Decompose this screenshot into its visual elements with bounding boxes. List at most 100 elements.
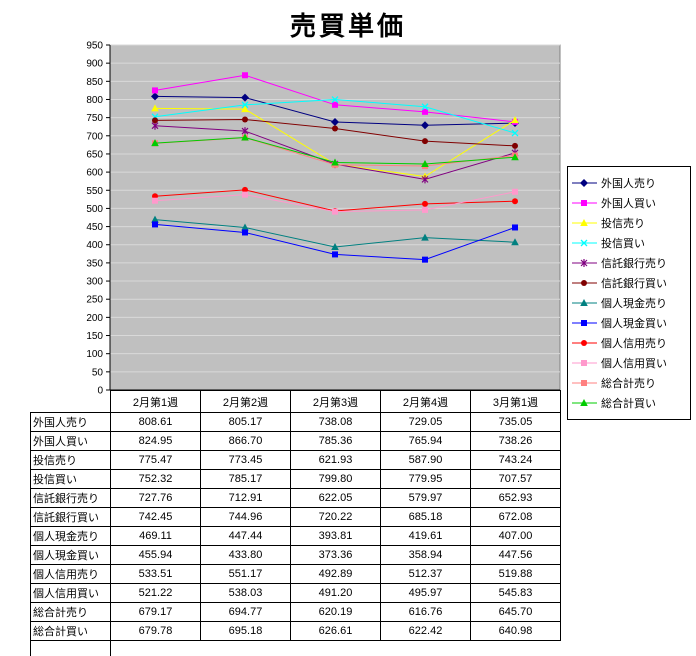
value-cell[interactable]: 735.05 bbox=[470, 412, 561, 432]
row-label[interactable]: 外国人売り bbox=[30, 412, 111, 432]
row-label[interactable]: 個人信用買い bbox=[30, 583, 111, 603]
row-label[interactable]: 個人現金買い bbox=[30, 545, 111, 565]
y-axis-tick-label: 800 bbox=[86, 95, 103, 106]
value-cell[interactable]: 742.45 bbox=[110, 507, 201, 527]
value-cell[interactable]: 779.95 bbox=[380, 469, 471, 489]
row-label[interactable]: 個人信用売り bbox=[30, 564, 111, 584]
row-label[interactable]: 投信売り bbox=[30, 450, 111, 470]
value-cell[interactable]: 621.93 bbox=[290, 450, 381, 470]
value-cell[interactable]: 720.22 bbox=[290, 507, 381, 527]
row-label[interactable]: 外国人買い bbox=[30, 431, 111, 451]
chart-legend[interactable]: 外国人売り 外国人買い 投信売り 投信買い 信託銀行売り 信託銀行買い 個人現金売り 個人現金… bbox=[567, 166, 691, 420]
value-cell[interactable]: 785.17 bbox=[200, 469, 291, 489]
value-cell[interactable]: 620.19 bbox=[290, 602, 381, 622]
value-cell[interactable]: 679.17 bbox=[110, 602, 201, 622]
value-cell[interactable]: 512.37 bbox=[380, 564, 471, 584]
legend-item: 総合計売り bbox=[571, 373, 687, 393]
row-label[interactable]: 個人現金売り bbox=[30, 526, 111, 546]
value-cell[interactable]: 773.45 bbox=[200, 450, 291, 470]
value-cell[interactable]: 491.20 bbox=[290, 583, 381, 603]
value-cell[interactable]: 521.22 bbox=[110, 583, 201, 603]
blank-filler bbox=[291, 641, 381, 656]
value-cell[interactable]: 455.94 bbox=[110, 545, 201, 565]
legend-item: 信託銀行売り bbox=[571, 253, 687, 273]
value-cell[interactable]: 393.81 bbox=[290, 526, 381, 546]
row-label[interactable]: 総合計買い bbox=[30, 621, 111, 641]
value-cell[interactable]: 765.94 bbox=[380, 431, 471, 451]
value-cell[interactable]: 358.94 bbox=[380, 545, 471, 565]
row-label[interactable]: 投信買い bbox=[30, 469, 111, 489]
column-header[interactable]: 2月第3週 bbox=[290, 390, 381, 413]
value-cell[interactable]: 775.47 bbox=[110, 450, 201, 470]
value-cell[interactable]: 419.61 bbox=[380, 526, 471, 546]
row-label[interactable]: 信託銀行買い bbox=[30, 507, 111, 527]
value-cell[interactable]: 579.97 bbox=[380, 488, 471, 508]
value-cell[interactable]: 738.26 bbox=[470, 431, 561, 451]
legend-item: 個人現金売り bbox=[571, 293, 687, 313]
value-cell[interactable]: 799.80 bbox=[290, 469, 381, 489]
table-row: 個人現金売り 469.11 447.44 393.81 419.61 407.00 bbox=[30, 526, 561, 546]
line-chart[interactable]: 0 50 100 150 200 250 300 350 400 450 500 550 600 650 7… bbox=[0, 0, 570, 412]
value-cell[interactable]: 533.51 bbox=[110, 564, 201, 584]
value-cell[interactable]: 744.96 bbox=[200, 507, 291, 527]
y-axis-tick-label: 150 bbox=[86, 331, 103, 342]
value-cell[interactable]: 447.44 bbox=[200, 526, 291, 546]
y-axis-tick-label: 850 bbox=[86, 77, 103, 88]
value-cell[interactable]: 672.08 bbox=[470, 507, 561, 527]
value-cell[interactable]: 626.61 bbox=[290, 621, 381, 641]
legend-item: 外国人買い bbox=[571, 193, 687, 213]
value-cell[interactable]: 808.61 bbox=[110, 412, 201, 432]
value-cell[interactable]: 373.36 bbox=[290, 545, 381, 565]
value-cell[interactable]: 824.95 bbox=[110, 431, 201, 451]
value-cell[interactable]: 622.42 bbox=[380, 621, 471, 641]
value-cell[interactable]: 587.90 bbox=[380, 450, 471, 470]
value-cell[interactable]: 622.05 bbox=[290, 488, 381, 508]
legend-marker-icon bbox=[572, 360, 597, 366]
value-cell[interactable]: 469.11 bbox=[110, 526, 201, 546]
value-cell[interactable]: 407.00 bbox=[470, 526, 561, 546]
value-cell[interactable]: 538.03 bbox=[200, 583, 291, 603]
value-cell[interactable]: 551.17 bbox=[200, 564, 291, 584]
value-cell[interactable]: 729.05 bbox=[380, 412, 471, 432]
value-cell[interactable]: 712.91 bbox=[200, 488, 291, 508]
value-cell[interactable]: 752.32 bbox=[110, 469, 201, 489]
value-cell[interactable]: 519.88 bbox=[470, 564, 561, 584]
chart-title: 売買単価 bbox=[289, 11, 406, 41]
y-axis-tick-label: 300 bbox=[86, 277, 103, 288]
value-cell[interactable]: 685.18 bbox=[380, 507, 471, 527]
table-row: 信託銀行買い 742.45 744.96 720.22 685.18 672.08 bbox=[30, 507, 561, 527]
legend-label: 総合計売り bbox=[601, 378, 656, 390]
value-cell[interactable]: 640.98 bbox=[470, 621, 561, 641]
value-cell[interactable]: 545.83 bbox=[470, 583, 561, 603]
value-cell[interactable]: 805.17 bbox=[200, 412, 291, 432]
value-cell[interactable]: 738.08 bbox=[290, 412, 381, 432]
value-cell[interactable]: 645.70 bbox=[470, 602, 561, 622]
column-header[interactable]: 3月第1週 bbox=[470, 390, 561, 413]
legend-item: 個人信用売り bbox=[571, 333, 687, 353]
value-cell[interactable]: 695.18 bbox=[200, 621, 291, 641]
legend-label: 個人現金売り bbox=[601, 298, 667, 310]
value-cell[interactable]: 707.57 bbox=[470, 469, 561, 489]
value-cell[interactable]: 616.76 bbox=[380, 602, 471, 622]
value-cell[interactable]: 447.56 bbox=[470, 545, 561, 565]
value-cell[interactable]: 743.24 bbox=[470, 450, 561, 470]
value-cell[interactable]: 785.36 bbox=[290, 431, 381, 451]
blank-filler bbox=[381, 641, 471, 656]
value-cell[interactable]: 433.80 bbox=[200, 545, 291, 565]
empty-cell[interactable] bbox=[30, 640, 111, 656]
value-cell[interactable]: 727.76 bbox=[110, 488, 201, 508]
column-header[interactable]: 2月第4週 bbox=[380, 390, 471, 413]
value-cell[interactable]: 866.70 bbox=[200, 431, 291, 451]
column-header[interactable]: 2月第1週 bbox=[110, 390, 201, 413]
column-header[interactable]: 2月第2週 bbox=[200, 390, 291, 413]
value-cell[interactable]: 492.89 bbox=[290, 564, 381, 584]
legend-item: 信託銀行買い bbox=[571, 273, 687, 293]
legend-marker-icon bbox=[572, 179, 597, 187]
value-cell[interactable]: 694.77 bbox=[200, 602, 291, 622]
row-label[interactable]: 信託銀行売り bbox=[30, 488, 111, 508]
row-label[interactable]: 総合計売り bbox=[30, 602, 111, 622]
value-cell[interactable]: 495.97 bbox=[380, 583, 471, 603]
value-cell[interactable]: 679.78 bbox=[110, 621, 201, 641]
table-row: 投信売り 775.47 773.45 621.93 587.90 743.24 bbox=[30, 450, 561, 470]
value-cell[interactable]: 652.93 bbox=[470, 488, 561, 508]
